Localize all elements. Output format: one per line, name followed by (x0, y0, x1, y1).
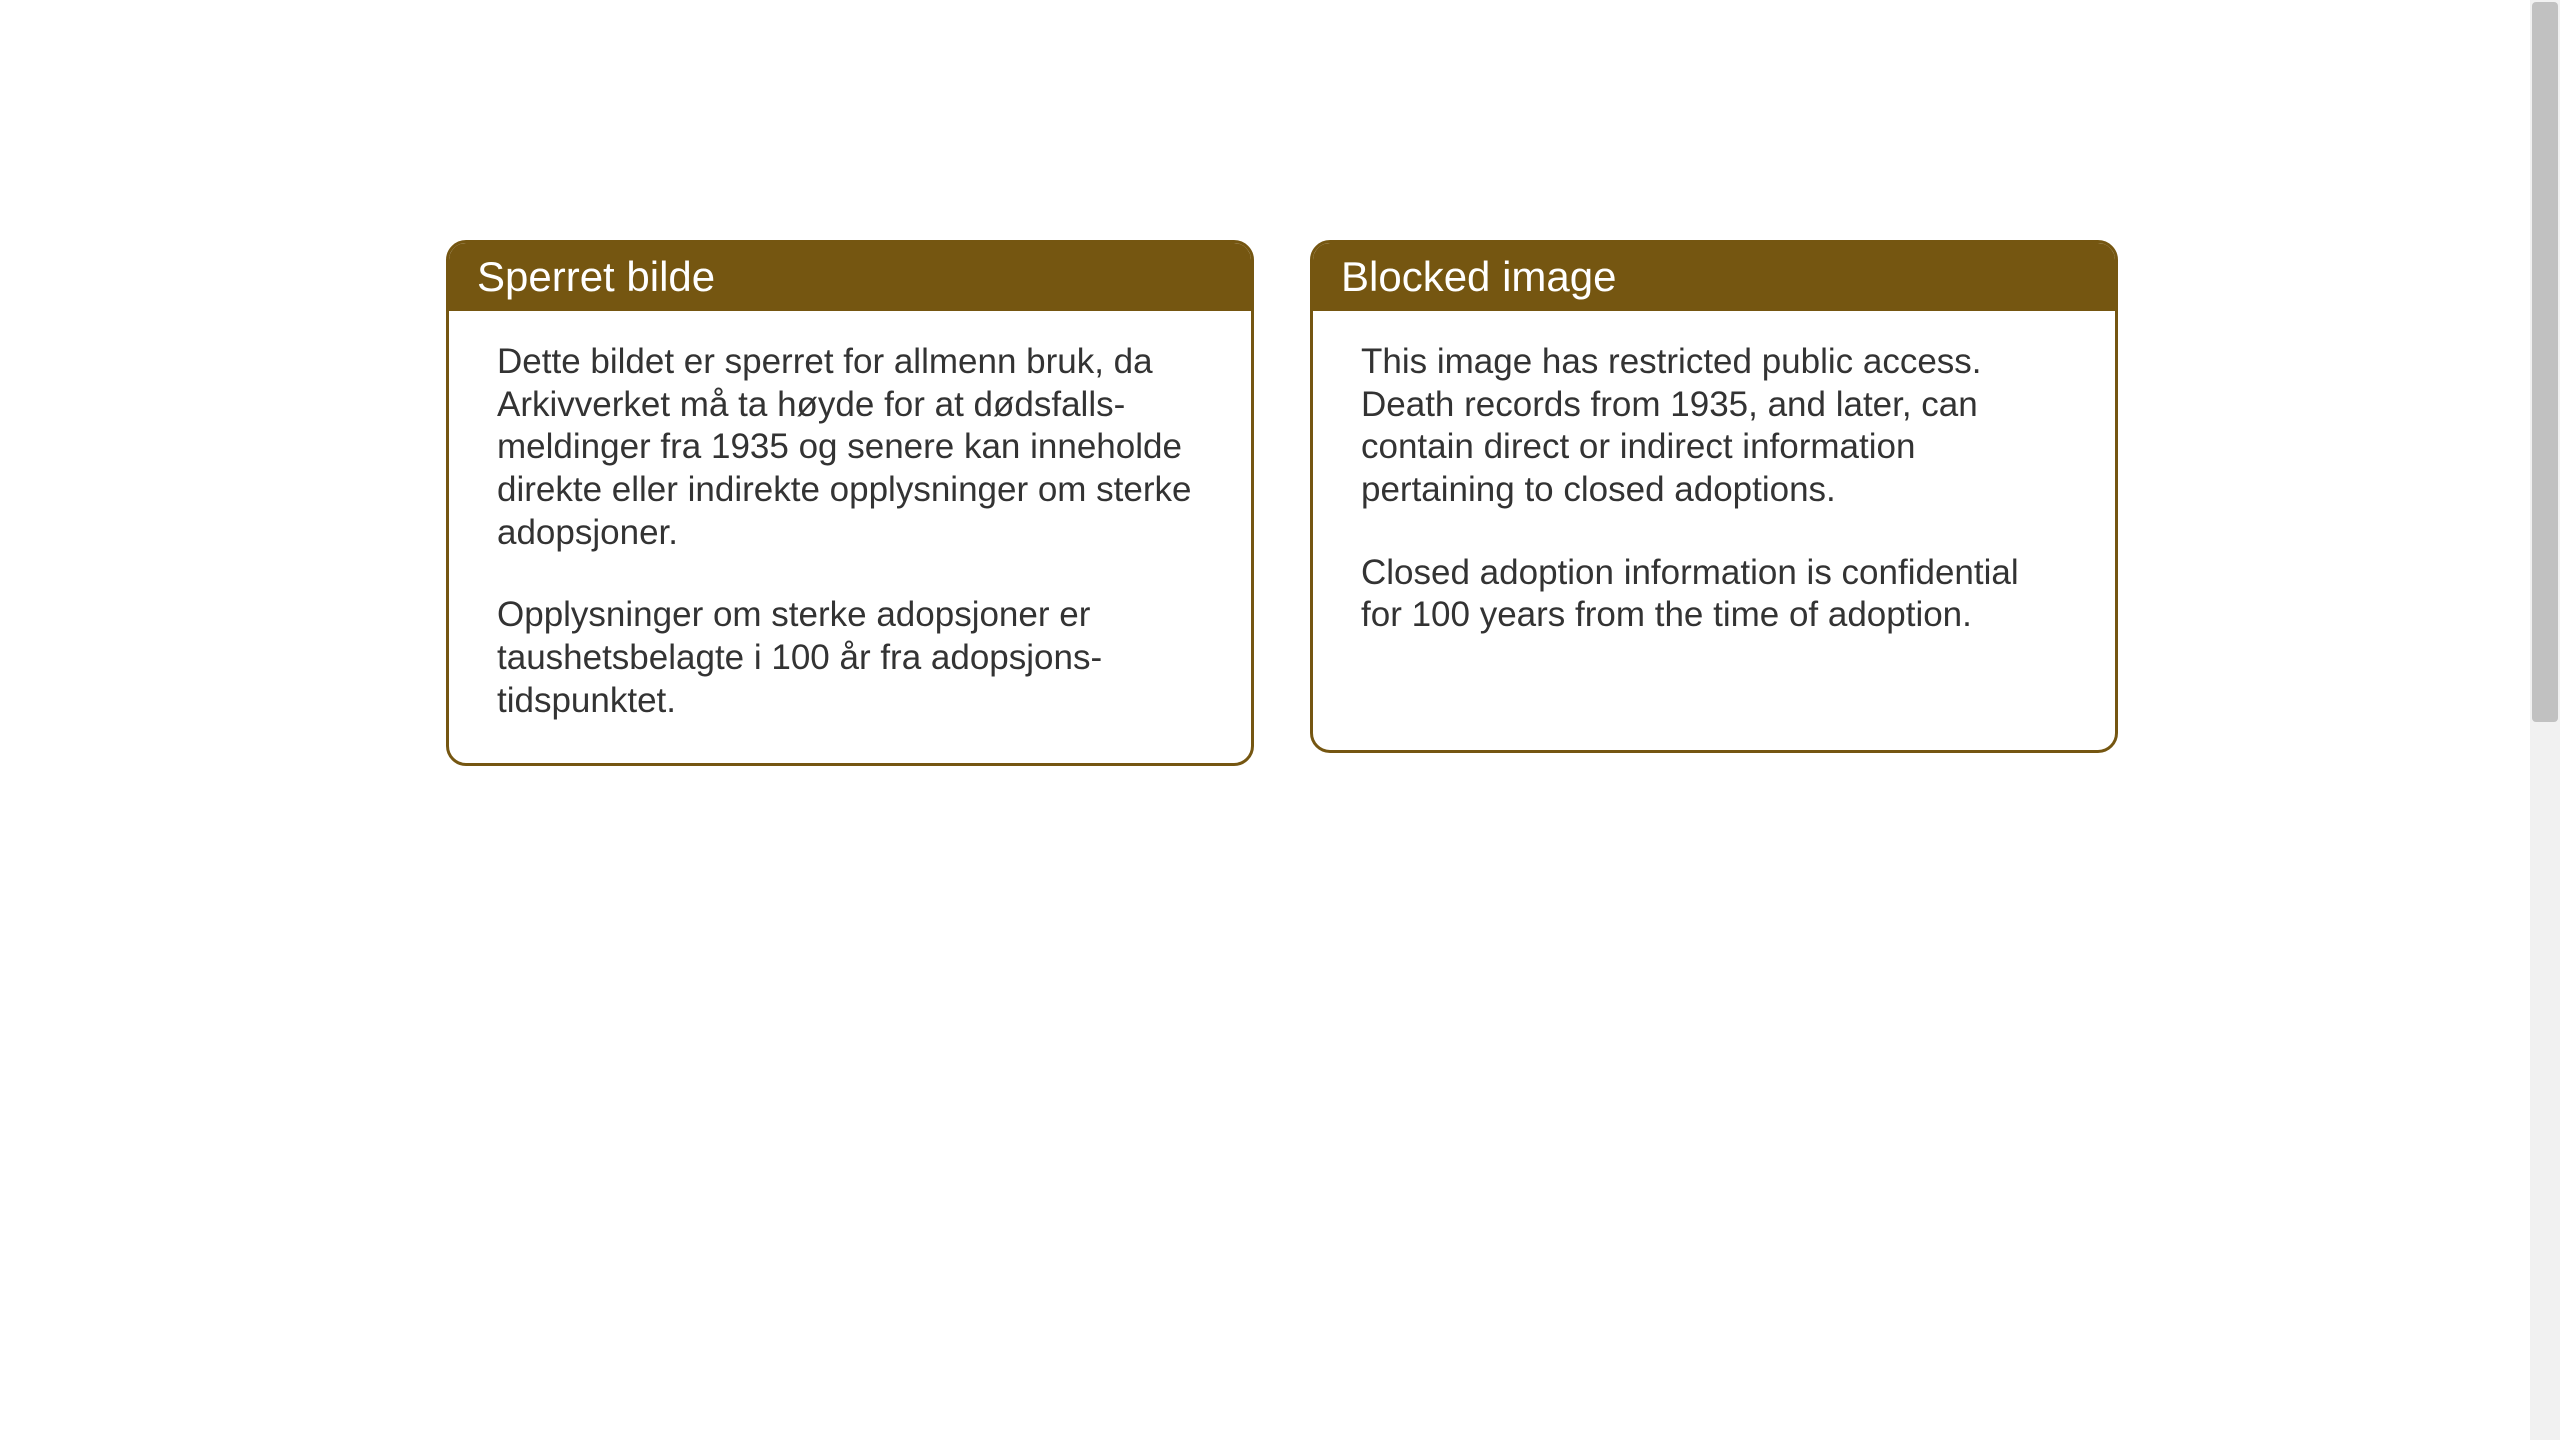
card-paragraph-1-english: This image has restricted public access.… (1361, 341, 2067, 512)
scrollbar-track[interactable] (2530, 0, 2560, 1440)
card-body-english: This image has restricted public access.… (1313, 311, 2115, 677)
card-paragraph-2-norwegian: Opplysninger om sterke adopsjoner er tau… (497, 594, 1203, 722)
message-cards-container: Sperret bilde Dette bildet er sperret fo… (446, 240, 2118, 766)
blocked-image-card-english: Blocked image This image has restricted … (1310, 240, 2118, 753)
blocked-image-card-norwegian: Sperret bilde Dette bildet er sperret fo… (446, 240, 1254, 766)
scrollbar-thumb[interactable] (2532, 2, 2558, 722)
card-title-english: Blocked image (1341, 253, 1616, 300)
card-header-english: Blocked image (1313, 243, 2115, 311)
card-title-norwegian: Sperret bilde (477, 253, 715, 300)
card-header-norwegian: Sperret bilde (449, 243, 1251, 311)
card-paragraph-2-english: Closed adoption information is confident… (1361, 552, 2067, 637)
card-paragraph-1-norwegian: Dette bildet er sperret for allmenn bruk… (497, 341, 1203, 554)
card-body-norwegian: Dette bildet er sperret for allmenn bruk… (449, 311, 1251, 763)
